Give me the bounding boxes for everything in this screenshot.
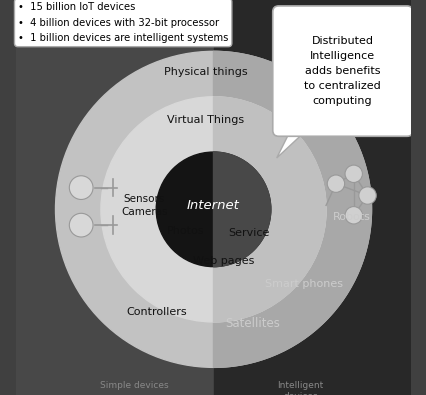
Polygon shape [213,152,270,267]
Polygon shape [213,0,410,395]
Circle shape [55,51,371,367]
Polygon shape [213,51,371,367]
Circle shape [156,152,270,267]
Text: Sensors
Cameras: Sensors Cameras [121,194,167,216]
Circle shape [101,97,325,322]
Text: Distributed
Intelligence
adds benefits
to centralized
computing: Distributed Intelligence adds benefits t… [304,36,380,106]
Polygon shape [213,97,325,322]
Text: Robots: Robots [332,212,370,222]
Text: Satellites: Satellites [225,318,280,330]
Text: Simple devices: Simple devices [100,381,168,390]
Text: Intelligent
devices: Intelligent devices [276,381,323,395]
Text: •  15 billion IoT devices
•  4 billion devices with 32-bit processor
•  1 billio: • 15 billion IoT devices • 4 billion dev… [18,2,228,43]
Text: Smart phones: Smart phones [265,279,343,290]
FancyBboxPatch shape [272,6,412,136]
Text: Physical things: Physical things [164,67,247,77]
Text: Virtual Things: Virtual Things [167,115,244,126]
Circle shape [69,213,93,237]
Circle shape [69,176,93,199]
Circle shape [344,207,362,224]
Text: Internet: Internet [187,199,239,212]
Text: Service: Service [228,228,269,238]
Circle shape [344,165,362,182]
Text: Photos: Photos [167,226,204,236]
Polygon shape [276,130,305,158]
Text: Web pages: Web pages [192,256,253,266]
Text: Controllers: Controllers [126,307,186,317]
Circle shape [358,187,375,204]
Polygon shape [16,0,213,395]
Circle shape [326,175,344,192]
